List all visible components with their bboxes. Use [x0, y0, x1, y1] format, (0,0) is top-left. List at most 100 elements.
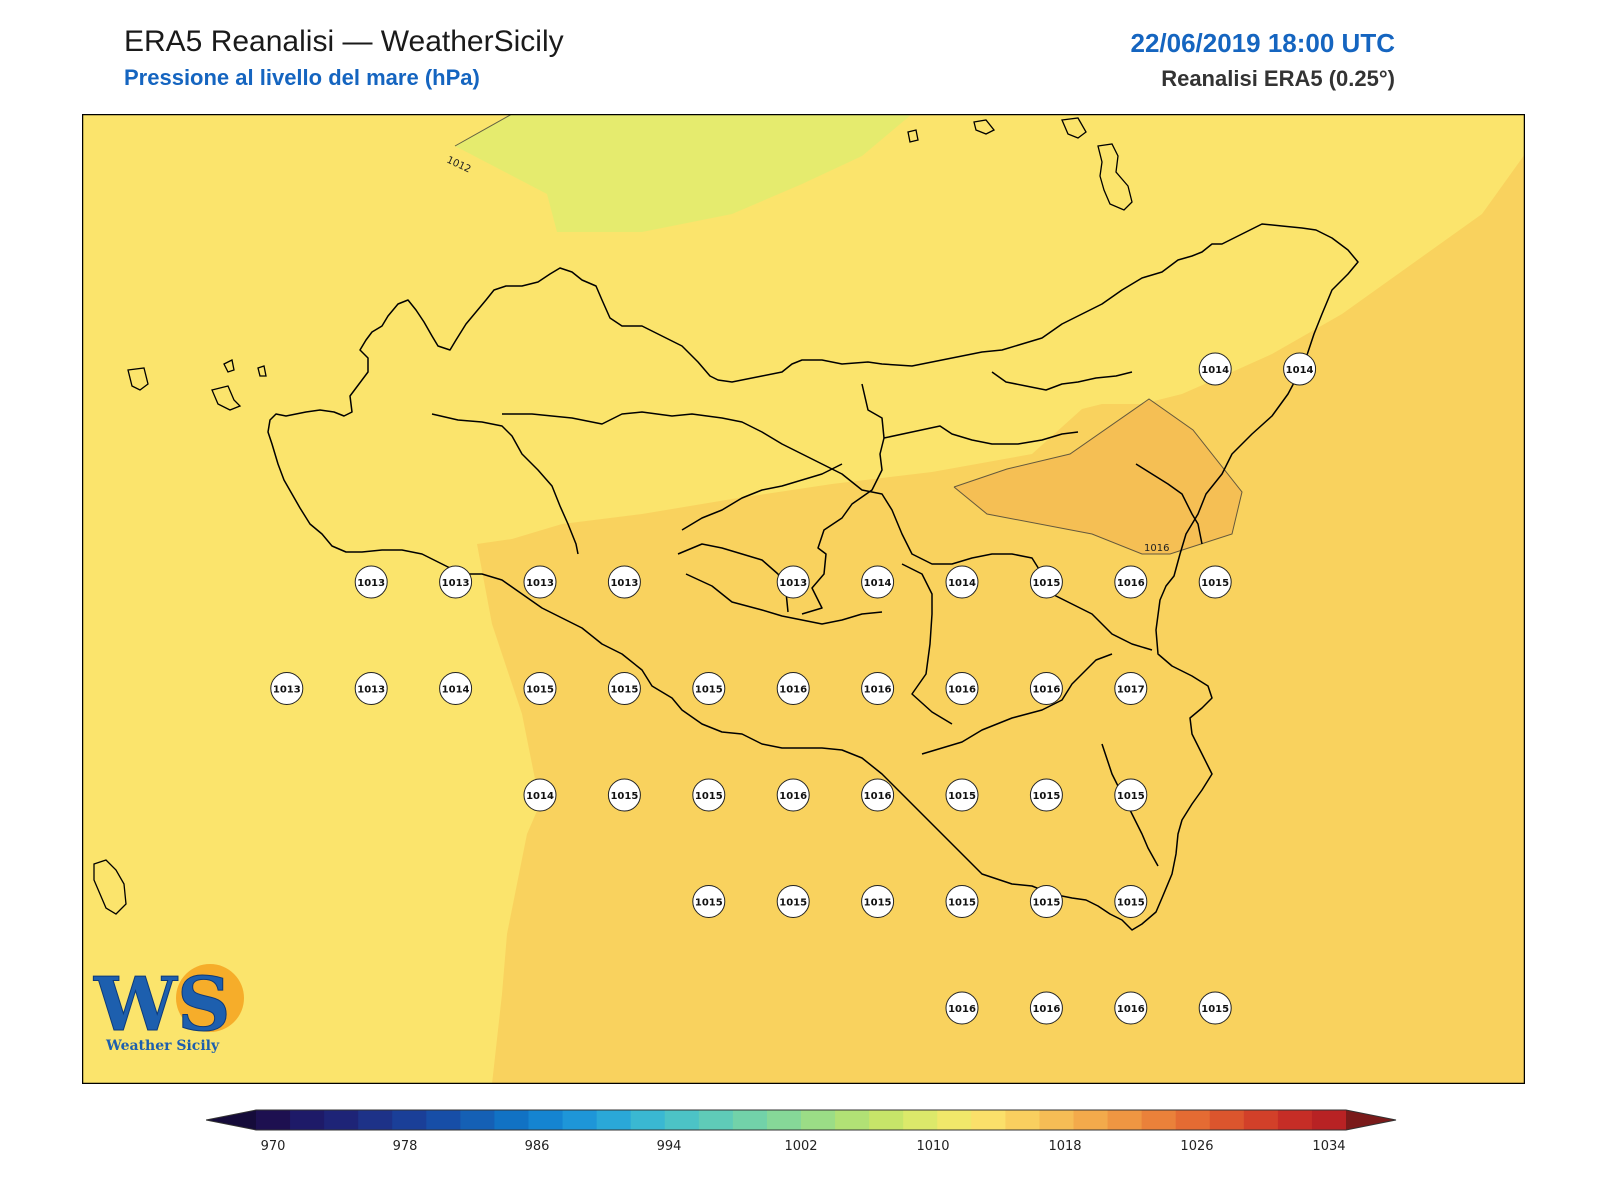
logo-monogram: WS	[93, 962, 231, 1048]
logo-name: Weather Sicily	[105, 1038, 220, 1054]
station-marker	[523, 565, 557, 599]
data-source: Reanalisi ERA5 (0.25°)	[1161, 66, 1395, 91]
colorbar-swatch	[1141, 1110, 1177, 1130]
station-marker	[439, 565, 473, 599]
station-marker	[692, 672, 726, 705]
station-value: 1014	[442, 685, 470, 696]
colorbar-tick-label: 994	[657, 1139, 682, 1154]
colorbar-swatch	[562, 1110, 598, 1130]
colorbar-swatch	[460, 1110, 496, 1130]
station-marker	[776, 565, 810, 599]
station-marker	[607, 672, 641, 705]
colorbar-swatch	[1039, 1110, 1075, 1130]
station-value: 1014	[1201, 365, 1229, 376]
band-1014-1016	[477, 154, 1525, 1084]
station-marker	[1114, 885, 1148, 918]
station-value: 1015	[1032, 898, 1060, 909]
station-value: 1015	[610, 791, 638, 802]
station-value: 1015	[610, 685, 638, 696]
colorbar-swatch	[937, 1110, 972, 1130]
station-value: 1016	[1117, 1004, 1145, 1015]
colorbar-tick-label: 1034	[1312, 1139, 1345, 1154]
colorbar-swatch	[869, 1110, 904, 1130]
colorbar-swatch	[256, 1110, 291, 1130]
colorbar-swatch	[1175, 1110, 1211, 1130]
map-subtitle: Pressione al livello del mare (hPa)	[124, 65, 480, 90]
station-value: 1013	[357, 578, 385, 589]
colorbar-tick-label: 1026	[1180, 1139, 1213, 1154]
station-marker	[523, 672, 557, 705]
logo-sun-icon	[176, 964, 244, 1032]
station-marker	[861, 565, 895, 599]
station-value: 1013	[526, 578, 554, 589]
station-marker	[354, 565, 388, 599]
station-marker	[945, 778, 979, 812]
station-marker	[607, 778, 641, 812]
station-value: 1014	[948, 578, 976, 589]
station-marker	[354, 672, 388, 705]
colorbar-swatch	[971, 1110, 1006, 1130]
station-value: 1016	[864, 791, 892, 802]
colorbar-tick-label: 1002	[784, 1139, 817, 1154]
colorbar-swatch	[801, 1110, 836, 1130]
station-marker	[1114, 565, 1148, 599]
station-marker	[1198, 991, 1232, 1025]
colorbar-swatch	[698, 1110, 734, 1130]
station-value: 1015	[948, 791, 976, 802]
station-marker	[861, 778, 895, 812]
station-value: 1015	[695, 898, 723, 909]
colorbar-swatch	[1107, 1110, 1143, 1130]
station-value: 1013	[273, 685, 301, 696]
colorbar-swatch	[732, 1110, 768, 1130]
station-value: 1016	[1117, 578, 1145, 589]
station-marker	[270, 672, 304, 705]
colorbar-swatch	[1073, 1110, 1109, 1130]
station-marker	[1114, 778, 1148, 812]
station-value: 1015	[695, 685, 723, 696]
colorbar-over-arrow	[1346, 1110, 1396, 1130]
colorbar-tick-label: 986	[525, 1139, 550, 1154]
station-marker	[692, 778, 726, 812]
station-value: 1015	[526, 685, 554, 696]
colorbar-swatch	[528, 1110, 564, 1130]
station-marker	[1198, 352, 1232, 386]
station-value: 1016	[779, 791, 807, 802]
colorbar-swatch	[596, 1110, 632, 1130]
station-value: 1015	[864, 898, 892, 909]
station-value: 1017	[1117, 685, 1145, 696]
station-marker	[945, 885, 979, 918]
colorbar-swatch	[290, 1110, 325, 1130]
station-value: 1013	[357, 685, 385, 696]
band-1016-1018	[954, 399, 1242, 554]
isobar-1016	[953, 398, 1243, 555]
station-marker	[607, 565, 641, 599]
station-marker	[692, 885, 726, 918]
station-marker	[945, 672, 979, 705]
station-marker	[523, 778, 557, 812]
station-marker	[861, 672, 895, 705]
colorbar-swatch	[1277, 1110, 1313, 1130]
pressure-map: 1012 1016 1014 101	[82, 114, 1525, 1084]
colorbar-swatch	[1005, 1110, 1041, 1130]
valid-datetime: 22/06/2019 18:00 UTC	[1130, 28, 1395, 58]
colorbar-under-arrow	[206, 1110, 256, 1130]
colorbar-swatch	[664, 1110, 700, 1130]
station-marker	[1114, 991, 1148, 1025]
pressure-colorbar: 970 978 986 994 1002 1010 1018 1026 1034	[206, 1109, 1397, 1154]
colorbar-tick-label: 1018	[1048, 1139, 1081, 1154]
colorbar-swatch	[358, 1110, 393, 1130]
colorbar-tick-label: 970	[261, 1139, 286, 1154]
station-value: 1015	[1201, 578, 1229, 589]
colorbar-swatch	[766, 1110, 802, 1130]
isobar-1012	[454, 114, 513, 147]
station-value: 1015	[1117, 791, 1145, 802]
station-value: 1015	[1032, 578, 1060, 589]
station-marker	[1029, 991, 1063, 1025]
station-value: 1014	[526, 791, 554, 802]
station-value: 1016	[1032, 685, 1060, 696]
colorbar-swatch	[1311, 1110, 1347, 1130]
band-1010-1012	[455, 114, 912, 232]
station-value: 1013	[610, 578, 638, 589]
station-value: 1015	[779, 898, 807, 909]
weathersicily-logo: WS Weather Sicily	[93, 962, 244, 1054]
